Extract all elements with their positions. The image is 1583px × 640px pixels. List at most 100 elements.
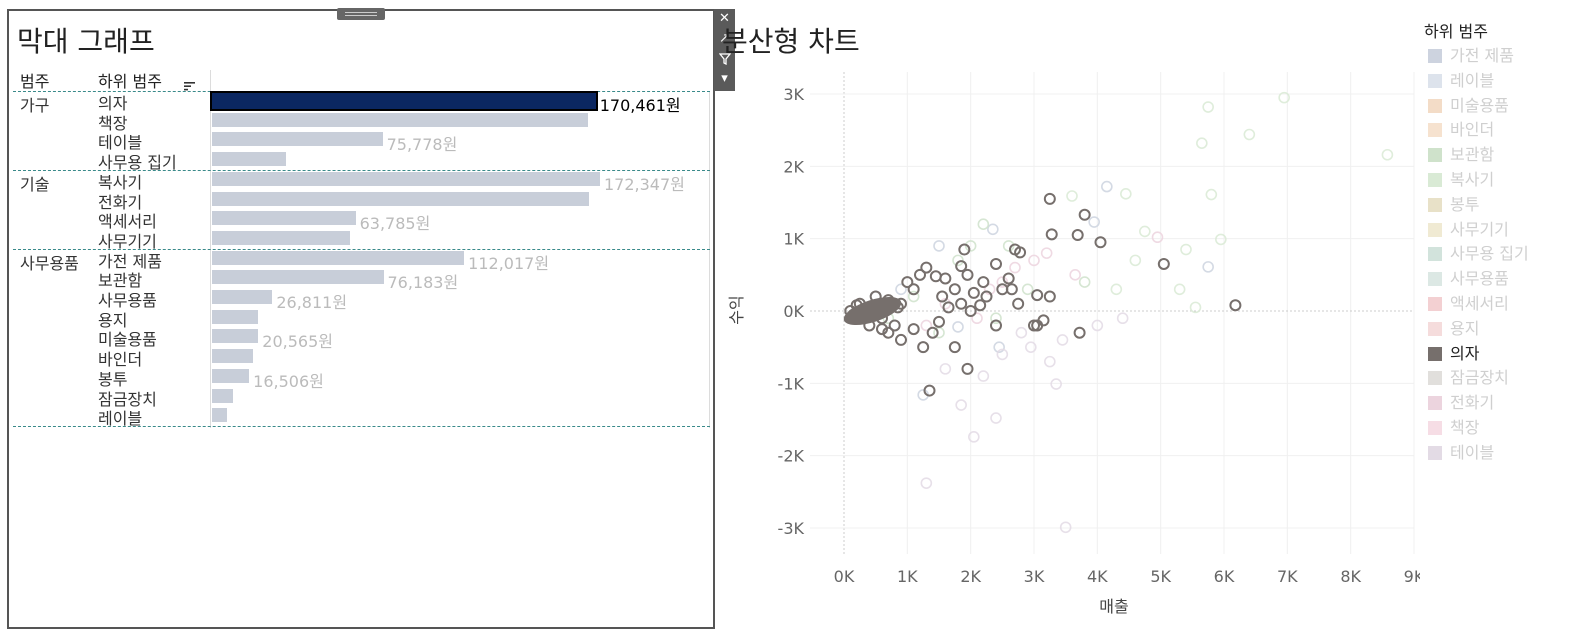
scatter-point[interactable] (1009, 261, 1021, 274)
scatter-point[interactable] (929, 270, 942, 283)
scatter-point[interactable] (1205, 188, 1218, 201)
scatter-point[interactable] (996, 348, 1009, 361)
scatter-point[interactable] (1196, 137, 1208, 149)
scatter-point[interactable] (1157, 257, 1170, 270)
scatter-point[interactable] (1045, 228, 1058, 241)
scatter-point[interactable] (1015, 326, 1028, 339)
scatter-point[interactable] (977, 276, 990, 289)
scatter-point[interactable] (1151, 231, 1164, 244)
scatter-point[interactable] (920, 319, 933, 332)
scatter-point[interactable] (1189, 301, 1202, 314)
scatter-point[interactable] (876, 323, 888, 336)
sort-descending-icon[interactable] (184, 76, 196, 95)
scatter-point[interactable] (958, 243, 971, 256)
scatter-point[interactable] (895, 283, 907, 296)
scatter-point[interactable] (882, 326, 895, 339)
scatter-point[interactable] (1180, 243, 1192, 256)
scatter-point[interactable] (948, 283, 961, 296)
scatter-point[interactable] (993, 341, 1005, 353)
scatter-point[interactable] (971, 312, 983, 325)
scatter-point[interactable] (907, 323, 920, 336)
scatter-point[interactable] (942, 301, 955, 314)
scatter-point[interactable] (923, 384, 936, 397)
scatter-point[interactable] (1012, 297, 1025, 310)
scatter-point[interactable] (1043, 192, 1056, 205)
scatter-point[interactable] (933, 315, 945, 328)
scatter-point[interactable] (1009, 243, 1021, 256)
scatter-point[interactable] (1215, 233, 1227, 246)
legend-item[interactable]: 봉투 (1428, 191, 1479, 215)
bar[interactable] (212, 270, 384, 285)
scatter-point[interactable] (1031, 289, 1044, 302)
bar[interactable] (212, 191, 590, 206)
scatter-point[interactable] (996, 276, 1009, 288)
scatter-point[interactable] (1028, 254, 1040, 267)
scatter-plot[interactable]: 0K 1K 2K 3K 4K 5K 6K 7K 8K 9K 3K 2K 1K 0K -1K -2K -3K 매출 수… (720, 60, 1420, 630)
scatter-point[interactable] (1025, 341, 1037, 353)
bar-chart-panel[interactable] (7, 9, 715, 629)
scatter-point[interactable] (977, 370, 990, 382)
external-link-icon[interactable]: ↗ (719, 31, 730, 46)
bar[interactable] (210, 91, 598, 111)
legend-item[interactable]: 보관함 (1428, 141, 1494, 165)
scatter-point[interactable] (955, 260, 968, 273)
scatter-point[interactable] (920, 477, 933, 489)
scatter-point[interactable] (1101, 180, 1113, 193)
legend-item[interactable]: 의자 (1428, 340, 1479, 364)
legend-item[interactable]: 액세서리 (1428, 290, 1509, 314)
scatter-point[interactable] (1202, 261, 1214, 273)
bar[interactable] (212, 171, 600, 186)
scatter-point[interactable] (1078, 208, 1091, 221)
legend-item[interactable]: 가전 제품 (1428, 42, 1514, 66)
legend-item[interactable]: 책장 (1428, 414, 1479, 438)
bar[interactable] (212, 329, 259, 344)
scatter-point[interactable] (1059, 521, 1072, 534)
dropdown-arrow-icon[interactable]: ▾ (721, 71, 728, 86)
scatter-point[interactable] (939, 272, 952, 285)
scatter-point[interactable] (939, 297, 952, 310)
scatter-point[interactable] (987, 223, 999, 236)
scatter-point[interactable] (983, 283, 996, 296)
scatter-point[interactable] (1021, 283, 1034, 296)
scatter-point[interactable] (968, 431, 980, 443)
scatter-point[interactable] (1040, 247, 1053, 259)
scatter-point[interactable] (1173, 283, 1186, 296)
scatter-point[interactable] (1091, 319, 1104, 332)
scatter-point[interactable] (952, 254, 964, 267)
scatter-point[interactable] (933, 240, 945, 252)
scatter-point[interactable] (920, 261, 933, 274)
scatter-point[interactable] (964, 305, 977, 317)
scatter-point[interactable] (974, 299, 987, 312)
scatter-point[interactable] (1202, 101, 1214, 113)
legend-item[interactable]: 테이블 (1428, 439, 1494, 463)
scatter-point[interactable] (1088, 216, 1100, 228)
scatter-point[interactable] (1243, 128, 1256, 141)
legend-item[interactable]: 미술용품 (1428, 92, 1509, 116)
scatter-point[interactable] (1002, 240, 1015, 252)
scatter-point[interactable] (1116, 312, 1129, 325)
scatter-point[interactable] (990, 412, 1002, 424)
scatter-point[interactable] (1028, 319, 1040, 332)
scatter-point[interactable] (955, 399, 967, 411)
scatter-point[interactable] (990, 319, 1002, 332)
bar[interactable] (212, 132, 383, 147)
legend-item[interactable]: 바인더 (1428, 116, 1494, 140)
scatter-point[interactable] (939, 363, 952, 375)
bar[interactable] (212, 211, 356, 226)
bar[interactable] (212, 368, 250, 383)
scatter-point[interactable] (990, 257, 1002, 270)
bar[interactable] (212, 230, 351, 245)
scatter-point[interactable] (952, 321, 964, 333)
bar[interactable] (212, 152, 287, 167)
scatter-point[interactable] (1071, 229, 1084, 242)
bar[interactable] (212, 290, 273, 304)
legend-item[interactable]: 사무기기 (1428, 216, 1509, 240)
scatter-point[interactable] (1050, 378, 1062, 390)
scatter-point[interactable] (955, 297, 968, 310)
scatter-point[interactable] (961, 268, 974, 281)
scatter-point[interactable] (1043, 290, 1056, 303)
scatter-point[interactable] (901, 276, 914, 289)
legend-item[interactable]: 전화기 (1428, 389, 1494, 413)
bar[interactable] (212, 349, 253, 364)
legend-item[interactable]: 사무용 집기 (1428, 240, 1529, 264)
